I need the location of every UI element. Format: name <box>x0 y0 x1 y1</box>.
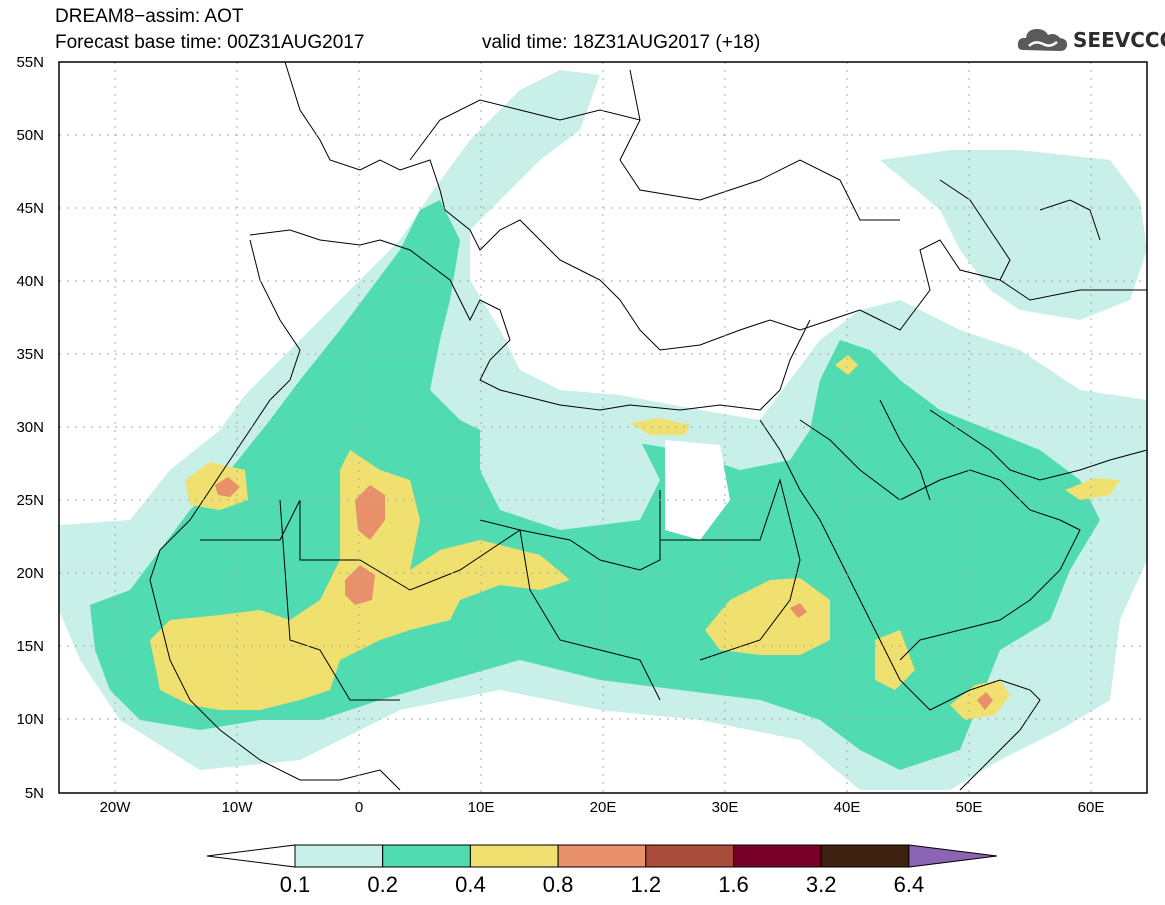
colorbar-over-triangle <box>908 844 997 868</box>
aot-band-0.1-caspian <box>880 150 1147 320</box>
colorbar-segment <box>294 844 384 868</box>
colorbar-label: 1.2 <box>631 872 662 897</box>
lat-label: 20N <box>16 565 44 582</box>
cloud-logo-icon <box>1017 29 1068 51</box>
lon-label: 20W <box>100 799 132 816</box>
colorbar-segment <box>469 844 559 868</box>
lon-label: 40E <box>834 799 861 816</box>
aot-band-0.8-sudan <box>790 603 807 618</box>
map-frame <box>58 61 1148 794</box>
colorbar-label: 0.1 <box>280 872 311 897</box>
colorbar-label: 0.8 <box>543 872 574 897</box>
lat-label: 25N <box>16 492 44 509</box>
colorbar-label: 6.4 <box>894 872 925 897</box>
colorbar-label: 1.6 <box>718 872 749 897</box>
coastlines <box>149 61 1148 791</box>
colorbar-segment <box>820 844 910 868</box>
lat-label: 50N <box>16 127 44 144</box>
longitude-labels: 20W 10W 0 10E 20E 30E 40E 50E 60E <box>100 799 1105 816</box>
lon-label: 60E <box>1078 799 1105 816</box>
lat-label: 45N <box>16 200 44 217</box>
map-title: DREAM8−assim: AOT <box>55 6 244 27</box>
aot-band-0.1-egypt <box>665 440 730 540</box>
aot-band-0.8-morocco <box>215 477 240 497</box>
aot-band-0.8-somalia <box>977 692 993 710</box>
seevccc-logo: SEEVCCC <box>1015 20 1165 60</box>
lat-label: 10N <box>16 711 44 728</box>
lat-label: 40N <box>16 273 44 290</box>
lat-label: 5N <box>25 785 44 802</box>
logo-text: SEEVCCC <box>1073 28 1165 52</box>
colorbar-under-triangle <box>206 844 296 868</box>
aot-band-0.8-niger <box>345 565 375 605</box>
aot-band-0.4-gulf <box>1065 478 1120 500</box>
lat-label: 30N <box>16 419 44 436</box>
colorbar: 0.1 0.2 0.4 0.8 1.2 1.6 3.2 6.4 <box>206 844 997 897</box>
aot-band-0.4-iraq <box>835 355 858 375</box>
forecast-base-time: Forecast base time: 00Z31AUG2017 <box>55 32 365 53</box>
latitude-labels: 55N 50N 45N 40N 35N 30N 25N 20N 15N 10N … <box>16 54 44 802</box>
lon-label: 10E <box>468 799 495 816</box>
aot-band-0.1-sahara <box>480 400 660 530</box>
lat-label: 15N <box>16 638 44 655</box>
graticule <box>59 62 1147 793</box>
lat-label: 55N <box>16 54 44 71</box>
lon-label: 10W <box>222 799 254 816</box>
colorbar-segment <box>557 844 647 868</box>
valid-time: valid time: 18Z31AUG2017 (+18) <box>482 32 761 53</box>
lon-label: 0 <box>355 799 363 816</box>
aot-band-0.4-sudan <box>705 578 830 655</box>
lon-label: 30E <box>712 799 739 816</box>
colorbar-label: 3.2 <box>806 872 837 897</box>
lat-label: 35N <box>16 346 44 363</box>
colorbar-label: 0.4 <box>455 872 486 897</box>
lon-label: 20E <box>590 799 617 816</box>
lon-label: 50E <box>956 799 983 816</box>
aot-band-0.4-yemen <box>875 630 915 690</box>
colorbar-segment <box>645 844 734 868</box>
aot-band-0.8-mali <box>355 485 385 540</box>
colorbar-label: 0.2 <box>367 872 398 897</box>
colorbar-segment <box>733 844 822 868</box>
colorbar-segment <box>382 844 471 868</box>
